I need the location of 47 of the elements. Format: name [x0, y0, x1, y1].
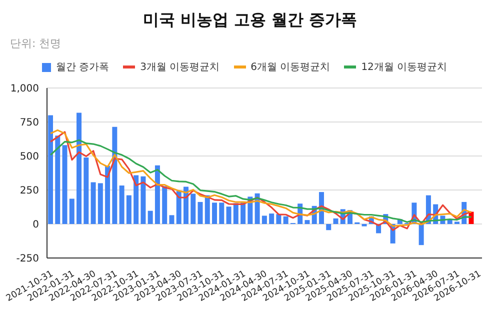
y-tick-label: 250	[20, 186, 39, 197]
chart-title: 미국 비농업 고용 월간 증가폭	[142, 10, 358, 31]
bar	[162, 186, 168, 224]
legend-label: 월간 증가폭	[56, 61, 110, 74]
bar	[98, 183, 103, 224]
bar	[283, 216, 288, 224]
legend-label: 12개월 이동평균치	[361, 61, 448, 74]
bar	[140, 176, 146, 224]
bar	[62, 145, 68, 224]
y-tick-label: 500	[20, 152, 39, 163]
bar	[226, 206, 232, 224]
bar	[169, 215, 174, 224]
chart-subtitle: 단위: 천명	[10, 36, 62, 51]
bar	[190, 194, 196, 224]
bar	[134, 175, 139, 224]
bar	[154, 165, 160, 224]
bar	[126, 195, 132, 224]
bar	[262, 216, 267, 224]
bar	[212, 202, 218, 224]
bar	[76, 112, 82, 224]
bar	[333, 218, 338, 224]
bar	[276, 214, 282, 224]
bar	[84, 157, 89, 224]
legend-label: 6개월 이동평균치	[250, 61, 330, 74]
y-tick-label: 1,000	[10, 84, 39, 95]
bar	[148, 210, 153, 224]
bar	[418, 224, 424, 246]
bar	[112, 126, 118, 224]
bar	[69, 198, 74, 224]
bar	[198, 202, 203, 224]
bar	[48, 115, 53, 224]
bar	[204, 195, 210, 224]
bar	[55, 136, 60, 224]
bar	[326, 224, 332, 230]
y-tick-label: -250	[16, 254, 39, 265]
bar	[119, 186, 124, 224]
bar	[233, 203, 238, 224]
bar	[176, 191, 182, 224]
y-tick-label: 750	[20, 118, 39, 129]
bar	[304, 220, 310, 224]
legend-label: 3개월 이동평균치	[140, 61, 220, 74]
bar	[90, 182, 96, 224]
bar	[105, 166, 110, 224]
bar	[269, 214, 274, 224]
bar	[219, 202, 224, 224]
bar	[240, 202, 246, 224]
y-tick-label: 0	[32, 220, 39, 231]
